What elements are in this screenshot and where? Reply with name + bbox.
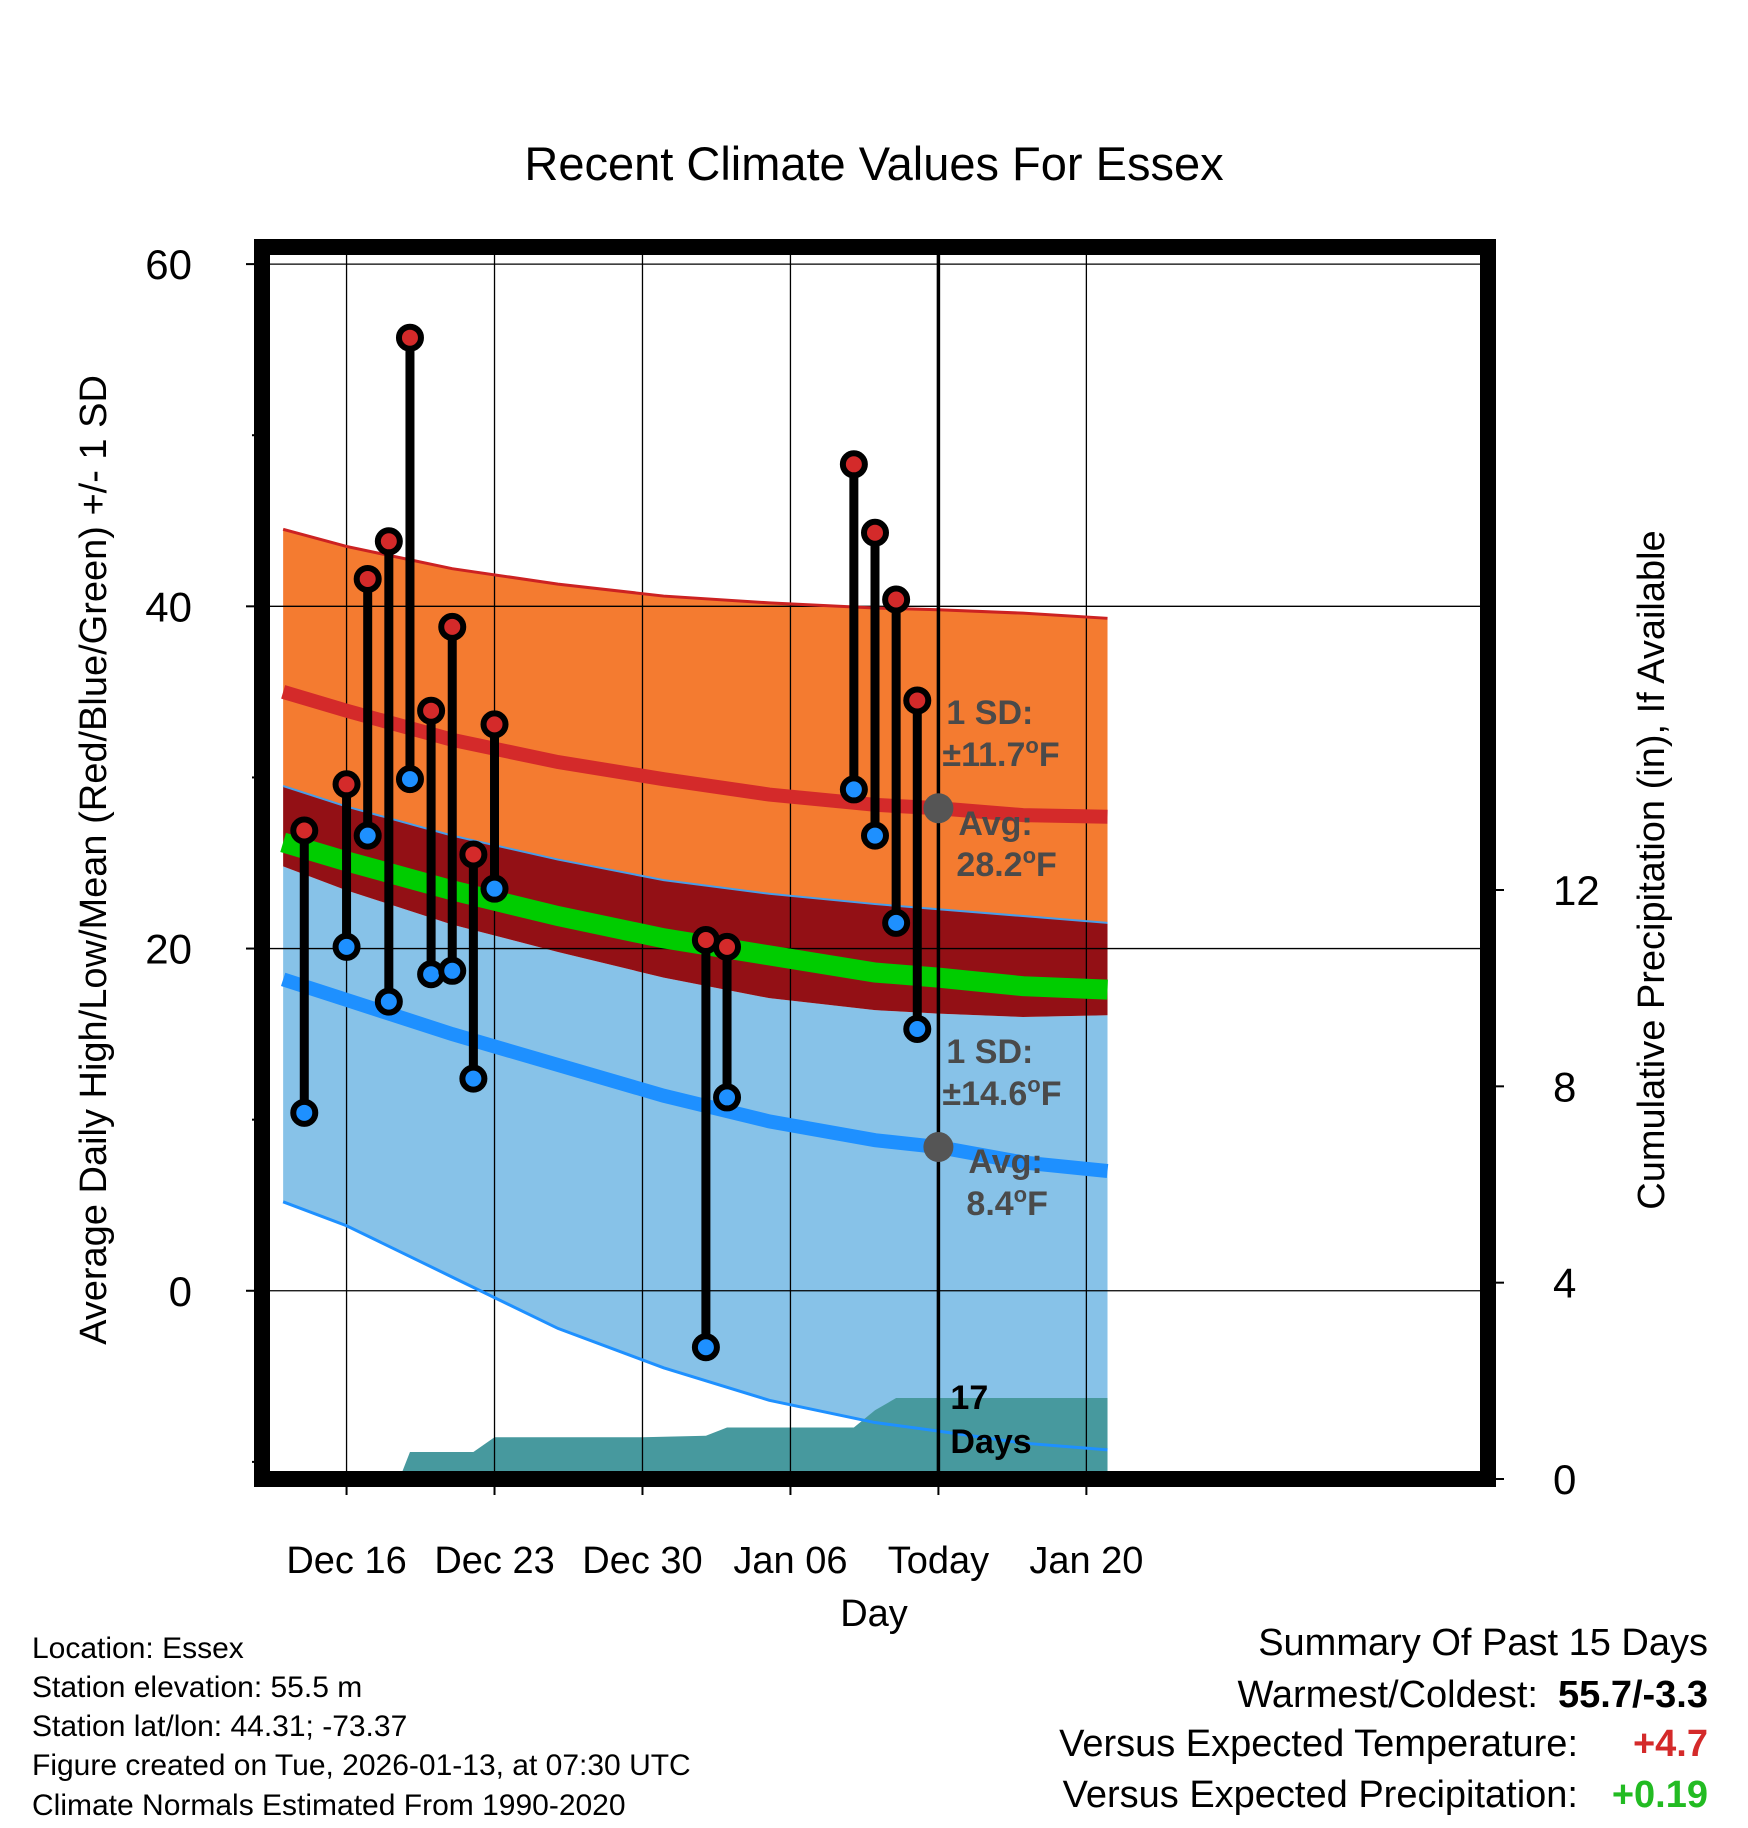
obs-low-dot — [713, 1083, 742, 1112]
obs-low-dot — [353, 821, 382, 850]
latlon-text: Station lat/lon: 44.31; -73.37 — [32, 1710, 408, 1743]
x-tick-label: Jan 20 — [1029, 1540, 1143, 1582]
days-count: 17 — [950, 1379, 988, 1417]
y-axis-label: Average Daily High/Low/Mean (Red/Blue/Gr… — [73, 375, 115, 1345]
obs-high-dot — [713, 932, 742, 961]
high-avg-value: 28.2oF — [956, 843, 1056, 884]
obs-low-dot — [903, 1014, 932, 1043]
normal-high-line — [281, 685, 1108, 824]
obs-high-dot — [332, 770, 361, 799]
low-sd-band — [283, 866, 1108, 1450]
obs-high-dot — [480, 710, 509, 739]
high-sd-band — [283, 529, 1108, 923]
x-tick-label: Dec 30 — [582, 1540, 702, 1582]
normal-bands — [283, 529, 1108, 1450]
high-plus-sd-line — [282, 527, 1108, 620]
summary-temp-row: Versus Expected Temperature: +4.7 — [1059, 1723, 1708, 1766]
summary-warm-row: Warmest/Coldest: 55.7/-3.3 — [1237, 1674, 1708, 1717]
high-sd-value: ±11.7oF — [942, 733, 1059, 774]
obs-high-dot — [438, 612, 467, 641]
obs-low-dot — [691, 1333, 720, 1362]
observations — [290, 323, 932, 1362]
temp-value: +4.7 — [1632, 1723, 1708, 1765]
chart-title: Recent Climate Values For Essex — [524, 137, 1223, 190]
y-tick-label: 0 — [169, 1268, 192, 1315]
obs-high-dot — [839, 450, 868, 479]
x-axis-label: Day — [840, 1593, 908, 1635]
obs-high-dot — [882, 585, 911, 614]
warm-label: Warmest/Coldest: — [1237, 1674, 1538, 1716]
obs-high-dot — [903, 686, 932, 715]
low-avg-value: 8.4oF — [966, 1182, 1048, 1223]
obs-high-dot — [290, 816, 319, 845]
precip-label: Versus Expected Precipitation: — [1062, 1774, 1578, 1816]
obs-high-dot — [861, 518, 889, 547]
obs-high-dot — [374, 527, 403, 556]
obs-low-dot — [438, 956, 467, 985]
summary-title: Summary Of Past 15 Days — [1258, 1622, 1708, 1664]
obs-high-dot — [395, 323, 424, 352]
obs-low-dot — [882, 908, 911, 937]
y-tick-label: 60 — [145, 241, 192, 288]
y2-tick-label: 4 — [1553, 1260, 1576, 1307]
warm-value: 55.7/-3.3 — [1558, 1674, 1708, 1716]
obs-low-dot — [374, 987, 403, 1016]
low-sd-value: ±14.6oF — [942, 1072, 1061, 1113]
precipitation-area — [399, 1398, 1108, 1479]
precip-area-shape — [399, 1398, 1108, 1479]
obs-high-dot — [459, 840, 488, 869]
obs-low-dot — [395, 765, 424, 794]
high-avg-dot — [923, 793, 954, 824]
low-avg-label: Avg: — [968, 1143, 1042, 1181]
low-minus-sd-line — [282, 1200, 1108, 1452]
x-tick-label: Jan 06 — [733, 1540, 847, 1582]
y2-tick-label: 12 — [1553, 867, 1600, 914]
y2-tick-label: 8 — [1553, 1063, 1576, 1110]
obs-high-dot — [353, 564, 382, 593]
high-minus-sd-line — [282, 785, 1108, 924]
normals-text: Climate Normals Estimated From 1990-2020 — [32, 1789, 626, 1822]
plot-border — [254, 239, 1496, 1487]
y2-tick-label: 0 — [1553, 1456, 1576, 1503]
obs-high-dot — [417, 696, 446, 725]
low-avg-dot — [923, 1132, 954, 1163]
obs-low-dot — [459, 1064, 488, 1093]
elevation-text: Station elevation: 55.5 m — [32, 1671, 363, 1704]
temp-label: Versus Expected Temperature: — [1059, 1723, 1578, 1765]
location-text: Location: Essex — [32, 1632, 244, 1665]
high-avg-label: Avg: — [958, 805, 1032, 843]
overlap-band — [283, 786, 1108, 1017]
y-tick-label: 20 — [145, 926, 192, 973]
precip-value: +0.19 — [1611, 1774, 1708, 1816]
summary-precip-row: Versus Expected Precipitation: +0.19 — [1063, 1774, 1708, 1817]
obs-low-dot — [290, 1098, 319, 1127]
obs-low-dot — [839, 775, 868, 804]
high-sd-label: 1 SD: — [946, 694, 1033, 732]
x-tick-label: Today — [888, 1540, 989, 1582]
obs-low-dot — [480, 874, 509, 903]
days-word: Days — [950, 1423, 1031, 1461]
y2-axis-label: Cumulative Precipitation (in), If Availa… — [1631, 530, 1673, 1209]
obs-low-dot — [861, 821, 889, 850]
x-tick-label: Dec 16 — [286, 1540, 406, 1582]
normal-low-line — [280, 972, 1109, 1178]
low-sd-label: 1 SD: — [946, 1033, 1033, 1071]
x-tick-label: Dec 23 — [434, 1540, 554, 1582]
y-tick-label: 40 — [145, 583, 192, 630]
obs-low-dot — [332, 932, 361, 961]
plot-frame — [254, 239, 1496, 1487]
created-text: Figure created on Tue, 2026-01-13, at 07… — [32, 1749, 691, 1782]
